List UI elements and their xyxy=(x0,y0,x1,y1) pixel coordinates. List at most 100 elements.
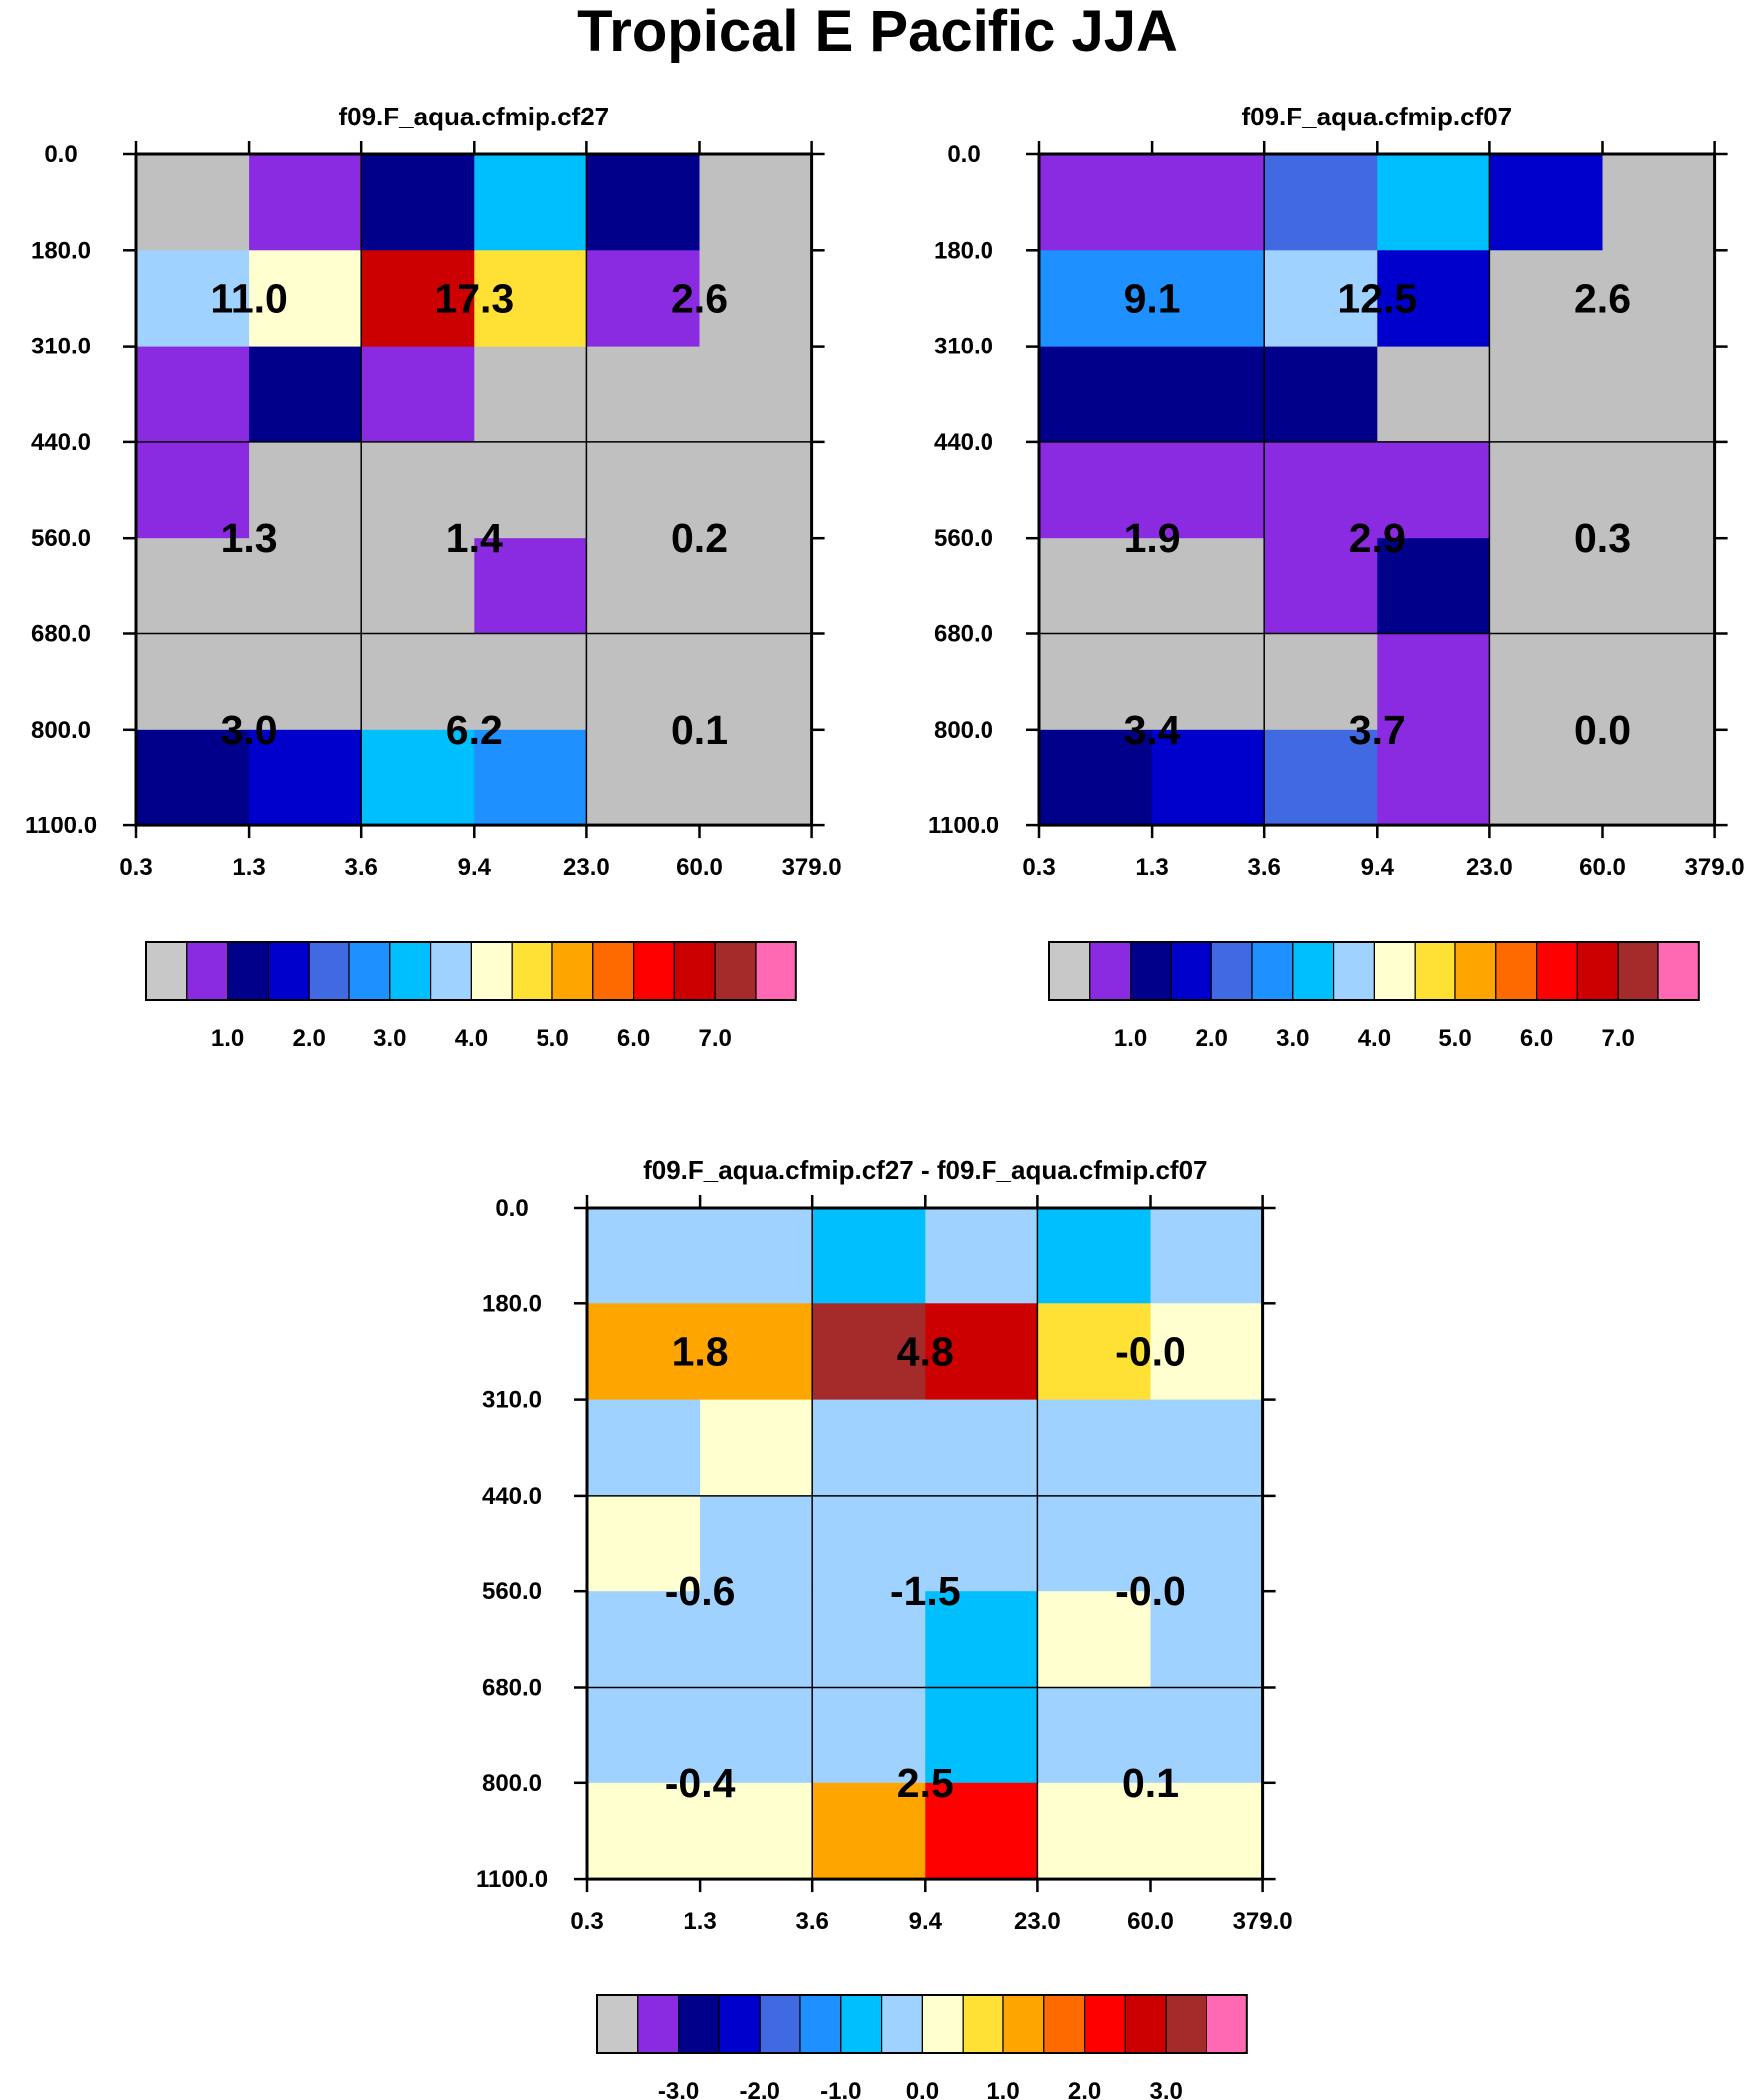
colorbar-label: 3.0 xyxy=(373,1025,406,1051)
data-label: 1.9 xyxy=(1124,515,1181,561)
heatmap-cell xyxy=(700,1303,813,1401)
heatmap-cell xyxy=(249,154,362,251)
y-tick-label: 180.0 xyxy=(482,1290,542,1317)
colorbar-label: 1.0 xyxy=(211,1025,244,1051)
heatmap-cell xyxy=(1039,729,1153,826)
y-tick-label: 800.0 xyxy=(482,1770,542,1797)
heatmap-cell xyxy=(1150,1399,1264,1497)
colorbar-label: 4.0 xyxy=(1358,1025,1391,1051)
colorbar-label: 1.0 xyxy=(987,2078,1019,2100)
colorbar-swatch xyxy=(962,1994,1004,2054)
y-tick-label: 440.0 xyxy=(934,429,993,456)
data-label: -0.4 xyxy=(665,1760,736,1806)
heatmap-cell xyxy=(1039,441,1153,539)
heatmap-cell xyxy=(1377,250,1490,348)
colorbar-label: 3.0 xyxy=(1276,1025,1309,1051)
heatmap-cell xyxy=(1152,633,1265,731)
heatmap-cell xyxy=(1037,1495,1152,1592)
colorbar-swatch xyxy=(267,941,310,1001)
data-label: 1.4 xyxy=(446,515,503,561)
heatmap-cell xyxy=(361,250,475,348)
heatmap-cell xyxy=(1377,538,1490,635)
data-label: 12.5 xyxy=(1337,275,1417,321)
colorbar-swatch xyxy=(145,941,188,1001)
x-tick-label: 9.4 xyxy=(458,854,492,881)
colorbar-swatch xyxy=(596,1994,639,2054)
heatmap-cell xyxy=(1039,633,1153,731)
heatmap-cell xyxy=(587,1303,701,1401)
data-label: 0.1 xyxy=(1122,1760,1179,1806)
x-tick-label: 1.3 xyxy=(1135,854,1168,881)
y-tick-label: 800.0 xyxy=(31,717,91,744)
heatmap-cell xyxy=(1152,729,1265,826)
heatmap-cell xyxy=(474,729,587,826)
y-tick-label: 560.0 xyxy=(934,525,993,552)
heatmap-cell xyxy=(1377,154,1490,251)
data-label: 0.2 xyxy=(671,515,728,561)
data-label: 0.1 xyxy=(671,707,728,753)
x-tick-label: 0.3 xyxy=(1022,854,1055,881)
panel-1: f09.F_aqua.cfmip.cf27 11.0 17.3 2.6 1.3 1.4 0.… xyxy=(25,102,842,1051)
heatmap-cell xyxy=(474,538,587,635)
panel-title: f09.F_aqua.cfmip.cf07 xyxy=(1241,102,1512,131)
y-tick-label: 180.0 xyxy=(31,237,91,264)
y-tick-label: 0.0 xyxy=(44,141,77,168)
x-tick-label: 3.6 xyxy=(796,1908,829,1935)
colorbar-label: 7.0 xyxy=(699,1025,732,1051)
heatmap-cell xyxy=(586,729,701,826)
heatmap-cell xyxy=(1489,346,1604,443)
data-label: 9.1 xyxy=(1124,275,1181,321)
y-tick-label: 0.0 xyxy=(495,1195,528,1222)
x-tick-label: 1.3 xyxy=(683,1908,716,1935)
heatmap-cell xyxy=(1152,346,1265,443)
colorbar-swatch xyxy=(799,1994,842,2054)
colorbar-swatch xyxy=(1454,941,1497,1001)
heatmap-cell xyxy=(1264,154,1378,251)
data-label: 4.8 xyxy=(897,1328,954,1374)
heatmap-cell xyxy=(1602,441,1716,539)
colorbar-swatch xyxy=(551,941,594,1001)
heatmap-cell xyxy=(1150,1687,1264,1784)
heatmap-cell xyxy=(812,1591,926,1689)
data-label: 1.3 xyxy=(221,515,278,561)
heatmap-cell xyxy=(925,1495,1038,1592)
heatmap-cell xyxy=(1264,346,1378,443)
x-tick-label: 0.3 xyxy=(570,1908,603,1935)
x-tick-label: 1.3 xyxy=(232,854,265,881)
heatmap-cell xyxy=(1602,729,1716,826)
colorbar-label: 1.0 xyxy=(1114,1025,1147,1051)
heatmap-cell xyxy=(1602,633,1716,731)
colorbar-label: -1.0 xyxy=(820,2078,861,2100)
y-tick-label: 1100.0 xyxy=(928,813,999,839)
heatmap-cell xyxy=(587,1687,701,1784)
panel-2: f09.F_aqua.cfmip.cf07 9.1 12.5 2.6 1.9 2.9 0.3… xyxy=(928,102,1745,1051)
x-tick-label: 379.0 xyxy=(1233,1908,1293,1935)
heatmap-cell xyxy=(474,441,587,539)
heatmap-cell xyxy=(812,1399,926,1497)
colorbar-swatch xyxy=(1083,1994,1126,2054)
heatmap-cell xyxy=(812,1208,926,1304)
colorbar: 1.0 2.0 3.0 4.0 5.0 6.0 7.0 xyxy=(1048,941,1700,1051)
colorbar-swatch xyxy=(1170,941,1212,1001)
y-tick-label: 680.0 xyxy=(934,621,993,648)
heatmap-cell xyxy=(136,538,250,635)
colorbar-swatch xyxy=(714,941,757,1001)
x-tick-label: 9.4 xyxy=(1361,854,1395,881)
heatmap-cell xyxy=(1152,538,1265,635)
colorbar-swatch xyxy=(637,1994,680,2054)
colorbar-swatch xyxy=(759,1994,801,2054)
heatmap-cell xyxy=(587,1782,701,1880)
heatmap-cell xyxy=(474,633,587,731)
colorbar-swatch xyxy=(673,941,716,1001)
heatmap-cell xyxy=(700,1208,813,1304)
x-tick-label: 60.0 xyxy=(676,854,723,881)
colorbar-frame xyxy=(145,941,797,1001)
heatmap-cell xyxy=(925,1591,1038,1689)
heatmap-cell xyxy=(361,633,475,731)
heatmap-cell xyxy=(700,1495,813,1592)
x-tick-label: 9.4 xyxy=(909,1908,943,1935)
y-tick-label: 800.0 xyxy=(934,717,993,744)
colorbar-swatch xyxy=(1089,941,1132,1001)
colorbar: 1.0 2.0 3.0 4.0 5.0 6.0 7.0 xyxy=(145,941,797,1051)
colorbar-label: 4.0 xyxy=(455,1025,488,1051)
